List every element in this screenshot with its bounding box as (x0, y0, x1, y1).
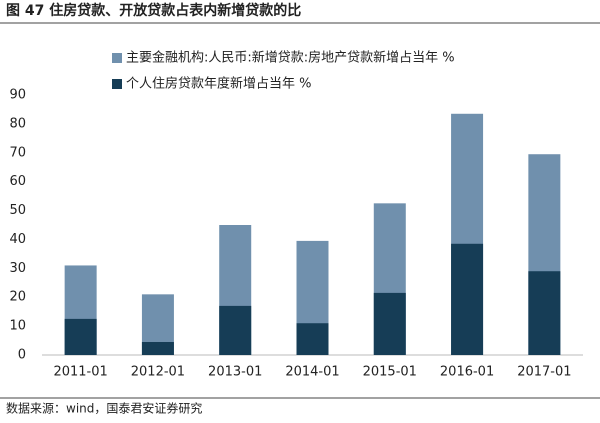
bar (451, 243, 484, 355)
bar (528, 271, 561, 355)
y-tick-label: 40 (9, 232, 26, 247)
source: 数据来源：wind，国泰君安证券研究 (6, 401, 202, 416)
y-tick-label: 20 (9, 290, 26, 305)
legend-label: 主要金融机构:人民币:新增贷款:房地产贷款新增占当年 % (126, 50, 455, 66)
bar (219, 305, 252, 355)
y-tick-label: 0 (18, 348, 26, 363)
y-tick-label: 80 (9, 116, 26, 131)
legend-swatch (112, 53, 122, 63)
chart-title: 图 47 住房贷款、开放贷款占表内新增贷款的比 (6, 2, 301, 19)
x-tick-label: 2017-01 (517, 365, 571, 380)
legend-swatch (112, 79, 122, 89)
bar (64, 318, 97, 355)
legend-label: 个人住房贷款年度新增占当年 % (126, 76, 312, 92)
y-tick-label: 60 (9, 174, 26, 189)
y-tick-label: 30 (9, 261, 26, 276)
y-tick-label: 10 (9, 319, 26, 334)
x-tick-label: 2013-01 (208, 365, 262, 380)
y-tick-label: 70 (9, 145, 26, 160)
bar (373, 292, 406, 355)
bar (296, 323, 329, 355)
x-tick-label: 2012-01 (131, 365, 185, 380)
x-tick-label: 2014-01 (285, 365, 339, 380)
y-tick-label: 50 (9, 203, 26, 218)
x-tick-label: 2011-01 (53, 365, 107, 380)
y-tick-label: 90 (9, 88, 26, 103)
x-tick-label: 2015-01 (363, 365, 417, 380)
bar (141, 342, 174, 355)
x-tick-label: 2016-01 (440, 365, 494, 380)
